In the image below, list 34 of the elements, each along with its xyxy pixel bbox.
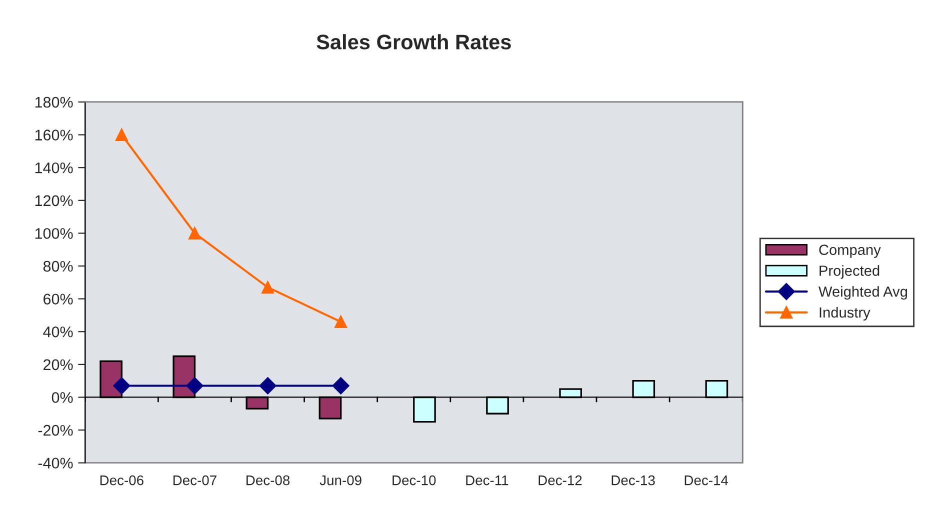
y-tick-label: 180% bbox=[35, 96, 73, 108]
y-tick-label: 40% bbox=[43, 326, 73, 338]
x-tick-label: Dec-14 bbox=[684, 476, 728, 486]
chart-title: Sales Growth Rates bbox=[316, 34, 511, 50]
point bbox=[262, 281, 274, 294]
x-tick-label: Dec-12 bbox=[538, 475, 582, 486]
point bbox=[188, 226, 201, 240]
x-tick-label: Dec-06 bbox=[100, 475, 144, 486]
y-tick-label: -40% bbox=[38, 458, 73, 469]
legend-label: Weighted Avg bbox=[818, 286, 908, 300]
x-tick-label: Dec-07 bbox=[173, 475, 216, 486]
point bbox=[115, 128, 128, 142]
x-tick-label: Dec-08 bbox=[246, 475, 290, 486]
y-tick-label: 160% bbox=[35, 130, 73, 140]
x-tick-label: Jun-09 bbox=[320, 475, 362, 486]
point bbox=[186, 377, 204, 394]
point bbox=[113, 377, 130, 394]
y-tick-label: 100% bbox=[35, 228, 73, 239]
legend-label: Projected bbox=[820, 265, 880, 279]
point bbox=[259, 377, 276, 394]
y-tick-label: 120% bbox=[35, 195, 73, 206]
legend-label: Company bbox=[819, 244, 881, 258]
x-tick-label: Dec-10 bbox=[392, 475, 436, 486]
legend-label: Industry bbox=[820, 306, 870, 321]
x-tick-label: Dec-11 bbox=[466, 476, 508, 486]
y-tick-label: 140% bbox=[35, 162, 73, 174]
y-tick-label: 0% bbox=[52, 392, 73, 403]
point bbox=[334, 316, 348, 328]
y-tick-label: 20% bbox=[44, 359, 73, 370]
y-tick-label: 80% bbox=[43, 260, 73, 272]
point bbox=[332, 377, 350, 394]
x-tick-label: Dec-13 bbox=[612, 475, 655, 486]
y-tick-label: 60% bbox=[44, 294, 73, 305]
y-tick-label: -20% bbox=[38, 424, 73, 436]
